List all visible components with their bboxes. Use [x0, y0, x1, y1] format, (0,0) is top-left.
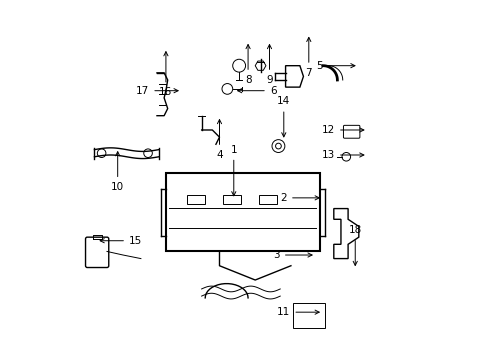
- Text: 16: 16: [159, 52, 172, 98]
- Text: 4: 4: [216, 120, 223, 160]
- Text: 15: 15: [100, 236, 142, 246]
- Text: 3: 3: [273, 250, 311, 260]
- Text: 14: 14: [277, 96, 290, 137]
- Bar: [292, 303, 324, 328]
- Bar: [223, 195, 241, 204]
- Text: 13: 13: [321, 150, 363, 160]
- Text: 10: 10: [111, 152, 124, 192]
- Bar: [258, 195, 276, 204]
- Bar: [187, 195, 205, 204]
- Text: 8: 8: [244, 45, 251, 85]
- Text: 5: 5: [316, 61, 354, 71]
- Text: 1: 1: [230, 145, 237, 196]
- Text: 17: 17: [136, 86, 178, 96]
- Text: 2: 2: [280, 193, 319, 203]
- Text: 11: 11: [277, 307, 319, 317]
- Text: 9: 9: [265, 45, 272, 85]
- Text: 7: 7: [305, 37, 311, 78]
- Bar: [165, 173, 319, 251]
- Text: 6: 6: [237, 86, 276, 96]
- Text: 18: 18: [348, 225, 361, 265]
- Text: 12: 12: [321, 125, 363, 135]
